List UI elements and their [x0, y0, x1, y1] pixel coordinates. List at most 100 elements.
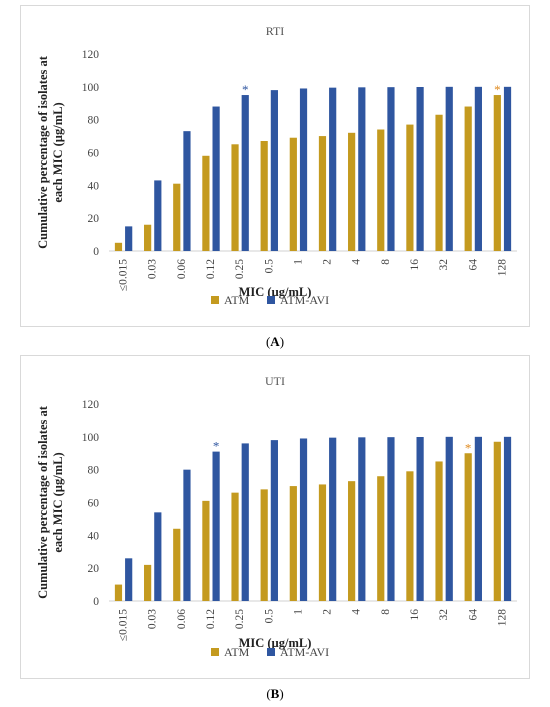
- x-tick-label: 0.5: [263, 609, 275, 624]
- bar-atm-avi-5: [270, 440, 278, 601]
- chart-title: UTI: [265, 374, 285, 388]
- bar-atm-7: [318, 484, 327, 601]
- panel-label-b: B: [270, 686, 280, 701]
- bar-atm-avi-12: [474, 436, 482, 601]
- x-tick-label: 1: [292, 259, 304, 265]
- bar-atm-avi-13: [503, 86, 512, 251]
- y-tick-label: 20: [88, 213, 100, 225]
- x-tick-label: 0.06: [176, 259, 188, 279]
- significance-asterisk: *: [465, 440, 472, 455]
- bar-atm-3: [202, 155, 210, 251]
- x-tick-label: 0.06: [176, 609, 188, 629]
- y-axis-label-line-1: Cumulative percentage of isolates at: [36, 405, 50, 599]
- bar-atm-8: [348, 481, 356, 601]
- x-tick-label: 16: [409, 259, 421, 271]
- y-tick-label: 100: [82, 432, 100, 444]
- x-tick-label: 0.12: [205, 259, 217, 279]
- significance-asterisk: *: [242, 82, 249, 97]
- y-tick-label: 80: [88, 465, 100, 477]
- bar-atm-13: [493, 441, 501, 601]
- bar-atm-avi-11: [445, 436, 453, 601]
- y-axis-label: Cumulative percentage of isolates ateach…: [36, 55, 65, 249]
- bar-atm-10: [406, 471, 414, 601]
- y-tick-label: 100: [82, 82, 100, 94]
- x-tick-label: 0.12: [205, 609, 217, 629]
- x-tick-label: 128: [496, 259, 508, 277]
- bar-atm-2: [173, 528, 181, 601]
- y-tick-label: 120: [82, 49, 100, 61]
- legend-label-atm-avi: ATM-AVI: [280, 645, 329, 659]
- bar-atm-0: [114, 584, 123, 601]
- bar-atm-11: [435, 461, 443, 601]
- legend-swatch-atm: [211, 296, 219, 304]
- bar-atm-avi-10: [416, 436, 424, 601]
- chart-title: RTI: [266, 24, 285, 38]
- x-tick-label: 0.5: [263, 259, 275, 274]
- bar-atm-0: [114, 242, 123, 251]
- bar-atm-9: [377, 476, 385, 601]
- x-tick-label: 8: [380, 609, 392, 615]
- legend-swatch-atm-avi: [267, 648, 275, 656]
- bar-atm-avi-4: [241, 95, 249, 252]
- x-tick-label: 4: [351, 259, 363, 265]
- bar-atm-3: [202, 500, 210, 601]
- legend-label-atm: ATM: [224, 645, 250, 659]
- bar-atm-avi-10: [416, 86, 424, 251]
- bar-atm-4: [231, 492, 239, 601]
- bar-atm-5: [260, 141, 268, 251]
- bar-atm-avi-13: [503, 436, 512, 601]
- bar-atm-11: [435, 114, 443, 251]
- x-tick-label: 2: [322, 259, 334, 265]
- legend-swatch-atm-avi: [267, 296, 275, 304]
- x-tick-label: 0.03: [147, 259, 159, 279]
- x-tick-label: 0.25: [234, 609, 246, 629]
- x-tick-label: 32: [438, 259, 450, 271]
- bar-atm-12: [464, 453, 472, 601]
- bar-atm-avi-6: [299, 438, 308, 601]
- x-tick-label: 32: [438, 609, 450, 621]
- bar-atm-avi-12: [474, 86, 482, 251]
- x-tick-label: 0.03: [147, 609, 159, 629]
- significance-asterisk: *: [494, 82, 501, 97]
- bar-atm-avi-3: [212, 106, 220, 252]
- bar-atm-avi-2: [183, 469, 191, 601]
- bar-atm-avi-7: [329, 437, 337, 601]
- bar-atm-avi-0: [125, 558, 133, 601]
- x-axis-label: MIC (µg/mL): [239, 285, 312, 299]
- bar-atm-4: [231, 144, 239, 251]
- y-axis-label: Cumulative percentage of isolates ateach…: [36, 405, 65, 599]
- x-tick-label: 4: [351, 609, 363, 615]
- x-tick-label: ≤0.015: [118, 259, 130, 291]
- bar-atm-12: [464, 106, 472, 252]
- bar-atm-avi-0: [125, 226, 133, 251]
- chart-panel-rti: RTI Cumulative percentage of isolates ate…: [20, 5, 530, 327]
- bar-atm-avi-4: [241, 443, 249, 601]
- bar-atm-1: [144, 564, 152, 601]
- bar-atm-avi-7: [329, 87, 337, 251]
- panel-label-a: A: [270, 334, 280, 349]
- y-tick-label: 120: [82, 399, 100, 411]
- chart-rti: RTI Cumulative percentage of isolates ate…: [36, 24, 517, 307]
- bar-atm-13: [493, 95, 501, 252]
- bar-atm-avi-6: [299, 88, 308, 251]
- panel-caption-a: (A): [265, 334, 285, 349]
- bar-atm-avi-8: [358, 437, 366, 601]
- bar-atm-6: [289, 137, 297, 251]
- y-axis-label-line-1: Cumulative percentage of isolates at: [36, 55, 50, 249]
- x-tick-label: 0.25: [234, 259, 246, 279]
- x-tick-label: 16: [409, 609, 421, 621]
- panel-caption-b: (B): [266, 686, 284, 701]
- bar-atm-avi-8: [358, 87, 366, 251]
- bar-atm-avi-1: [154, 180, 162, 251]
- bar-atm-avi-3: [212, 451, 220, 601]
- bar-atm-8: [348, 132, 356, 251]
- bar-atm-avi-1: [154, 512, 162, 601]
- y-axis-label-line-2: each MIC (µg/mL): [51, 452, 65, 552]
- bar-atm-avi-5: [270, 90, 278, 251]
- bar-atm-1: [144, 224, 152, 251]
- bar-atm-avi-9: [387, 437, 395, 601]
- x-tick-label: 64: [467, 609, 479, 621]
- bar-atm-avi-2: [183, 131, 191, 251]
- y-tick-label: 20: [88, 563, 100, 575]
- y-axis-label-line-2: each MIC (µg/mL): [51, 102, 65, 202]
